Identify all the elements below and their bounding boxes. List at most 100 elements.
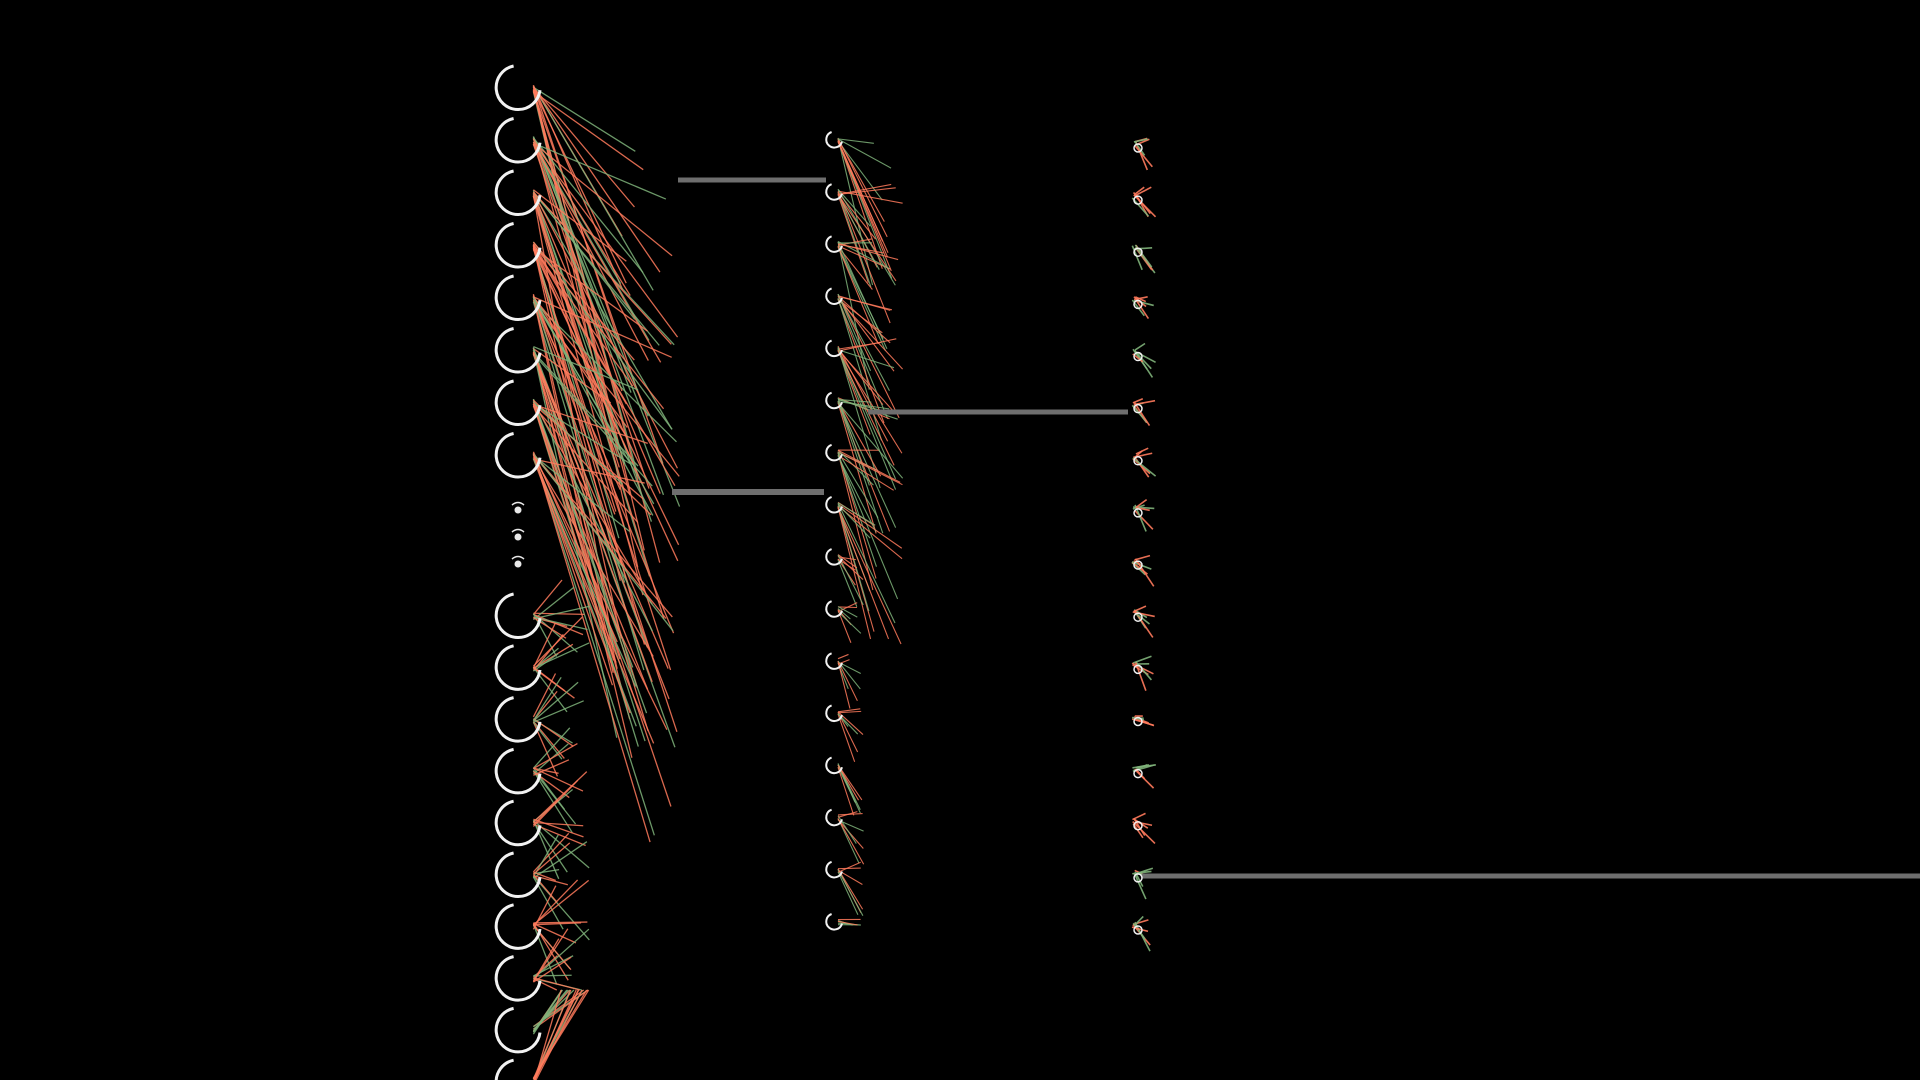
weight-edge: [837, 713, 856, 762]
weight-edge: [837, 454, 894, 491]
weight-edge: [532, 401, 623, 485]
weight-edge: [532, 300, 677, 443]
weight-edge: [837, 812, 863, 816]
weight-edge: [837, 245, 891, 270]
weight-edge: [837, 345, 889, 442]
weight-edge: [837, 401, 890, 410]
weight-edge: [837, 398, 872, 403]
weight-edge: [837, 505, 870, 612]
weight-edge: [532, 453, 668, 730]
weight-edge: [837, 400, 884, 534]
weight-edge: [837, 602, 858, 613]
weight-edge: [532, 85, 624, 290]
weight-edge: [533, 743, 578, 770]
output-node: [1133, 508, 1143, 518]
weight-edge: [532, 86, 645, 551]
weight-edge: [837, 764, 863, 801]
weight-edge: [837, 188, 871, 227]
weight-edge: [532, 451, 618, 643]
weight-edge: [533, 868, 560, 875]
weight-edge: [1133, 605, 1147, 613]
ellipsis-dot: [511, 555, 525, 560]
weight-edge: [1135, 768, 1146, 780]
weight-edge: [532, 142, 673, 257]
weight-edge: [837, 661, 851, 709]
weight-edge: [837, 606, 858, 618]
weight-edge: [532, 190, 626, 465]
weight-edge: [532, 299, 621, 490]
weight-edge: [837, 346, 881, 489]
weight-edge: [532, 616, 583, 667]
weight-edge: [532, 586, 575, 621]
weight-edge: [532, 243, 676, 486]
input-node: [494, 955, 542, 1002]
weight-edge: [533, 642, 590, 669]
weight-edge: [532, 353, 669, 669]
weight-edge: [532, 85, 654, 291]
weight-edge: [532, 727, 571, 769]
weight-edge: [837, 502, 876, 526]
weight-edge: [837, 349, 895, 369]
weight-edge: [532, 452, 651, 843]
weight-edge: [533, 616, 588, 631]
weight-edge: [1135, 447, 1149, 455]
weight-edge: [837, 660, 858, 702]
weight-edge: [837, 295, 891, 344]
weight-edge: [1131, 197, 1149, 217]
weight-edge: [532, 456, 654, 657]
output-node: [1133, 195, 1143, 205]
weight-edge: [532, 351, 639, 467]
output-node: [1133, 403, 1143, 414]
weight-edge: [533, 142, 667, 200]
weight-edge: [1132, 504, 1145, 510]
weight-edge: [533, 923, 577, 944]
ellipsis-marker: [511, 501, 525, 568]
weight-edge: [532, 138, 631, 296]
weight-edge: [837, 141, 889, 258]
weight-edge: [533, 345, 639, 391]
output-node: [1133, 299, 1143, 310]
output-node: [1133, 820, 1143, 831]
weight-edge: [1131, 245, 1143, 271]
output-node: [1133, 664, 1143, 675]
weight-edge: [532, 681, 579, 722]
ellipsis-dot: [511, 528, 525, 533]
weight-edge: [837, 767, 855, 816]
weight-edge: [533, 653, 559, 672]
weight-edge: [1134, 342, 1146, 351]
hidden-node: [825, 652, 843, 670]
weight-edge: [837, 815, 857, 844]
weight-edge: [533, 977, 580, 991]
weight-edge: [837, 503, 903, 549]
weight-edge: [1134, 349, 1154, 378]
weight-edge: [532, 879, 590, 926]
weight-edge: [532, 89, 661, 563]
weight-edge: [532, 141, 650, 341]
weight-edge: [532, 989, 563, 1033]
weight-edge: [1132, 611, 1155, 618]
weight-edge: [837, 506, 902, 645]
weight-edge: [532, 295, 616, 515]
weight-edge: [837, 298, 904, 370]
weight-edge: [532, 193, 661, 494]
weight-edge: [533, 956, 572, 983]
hidden-node: [825, 495, 843, 514]
weight-edge: [532, 873, 558, 903]
output-node: [1133, 456, 1143, 466]
hidden-node: [825, 339, 843, 358]
ellipsis-dot: [514, 560, 522, 568]
weight-edge: [1133, 296, 1147, 308]
weight-edge: [837, 294, 900, 419]
weight-edge: [533, 700, 584, 723]
weight-edge: [837, 349, 894, 412]
weight-edge: [533, 922, 582, 926]
weight-edge: [534, 989, 562, 1080]
weight-edge: [532, 453, 655, 836]
hidden-node: [825, 443, 843, 462]
skip-connections: [672, 177, 1920, 879]
weight-edge: [532, 86, 661, 273]
weight-edge: [837, 559, 858, 607]
weight-edge: [837, 338, 897, 352]
weight-edge: [532, 136, 632, 393]
hidden-node: [825, 704, 843, 722]
